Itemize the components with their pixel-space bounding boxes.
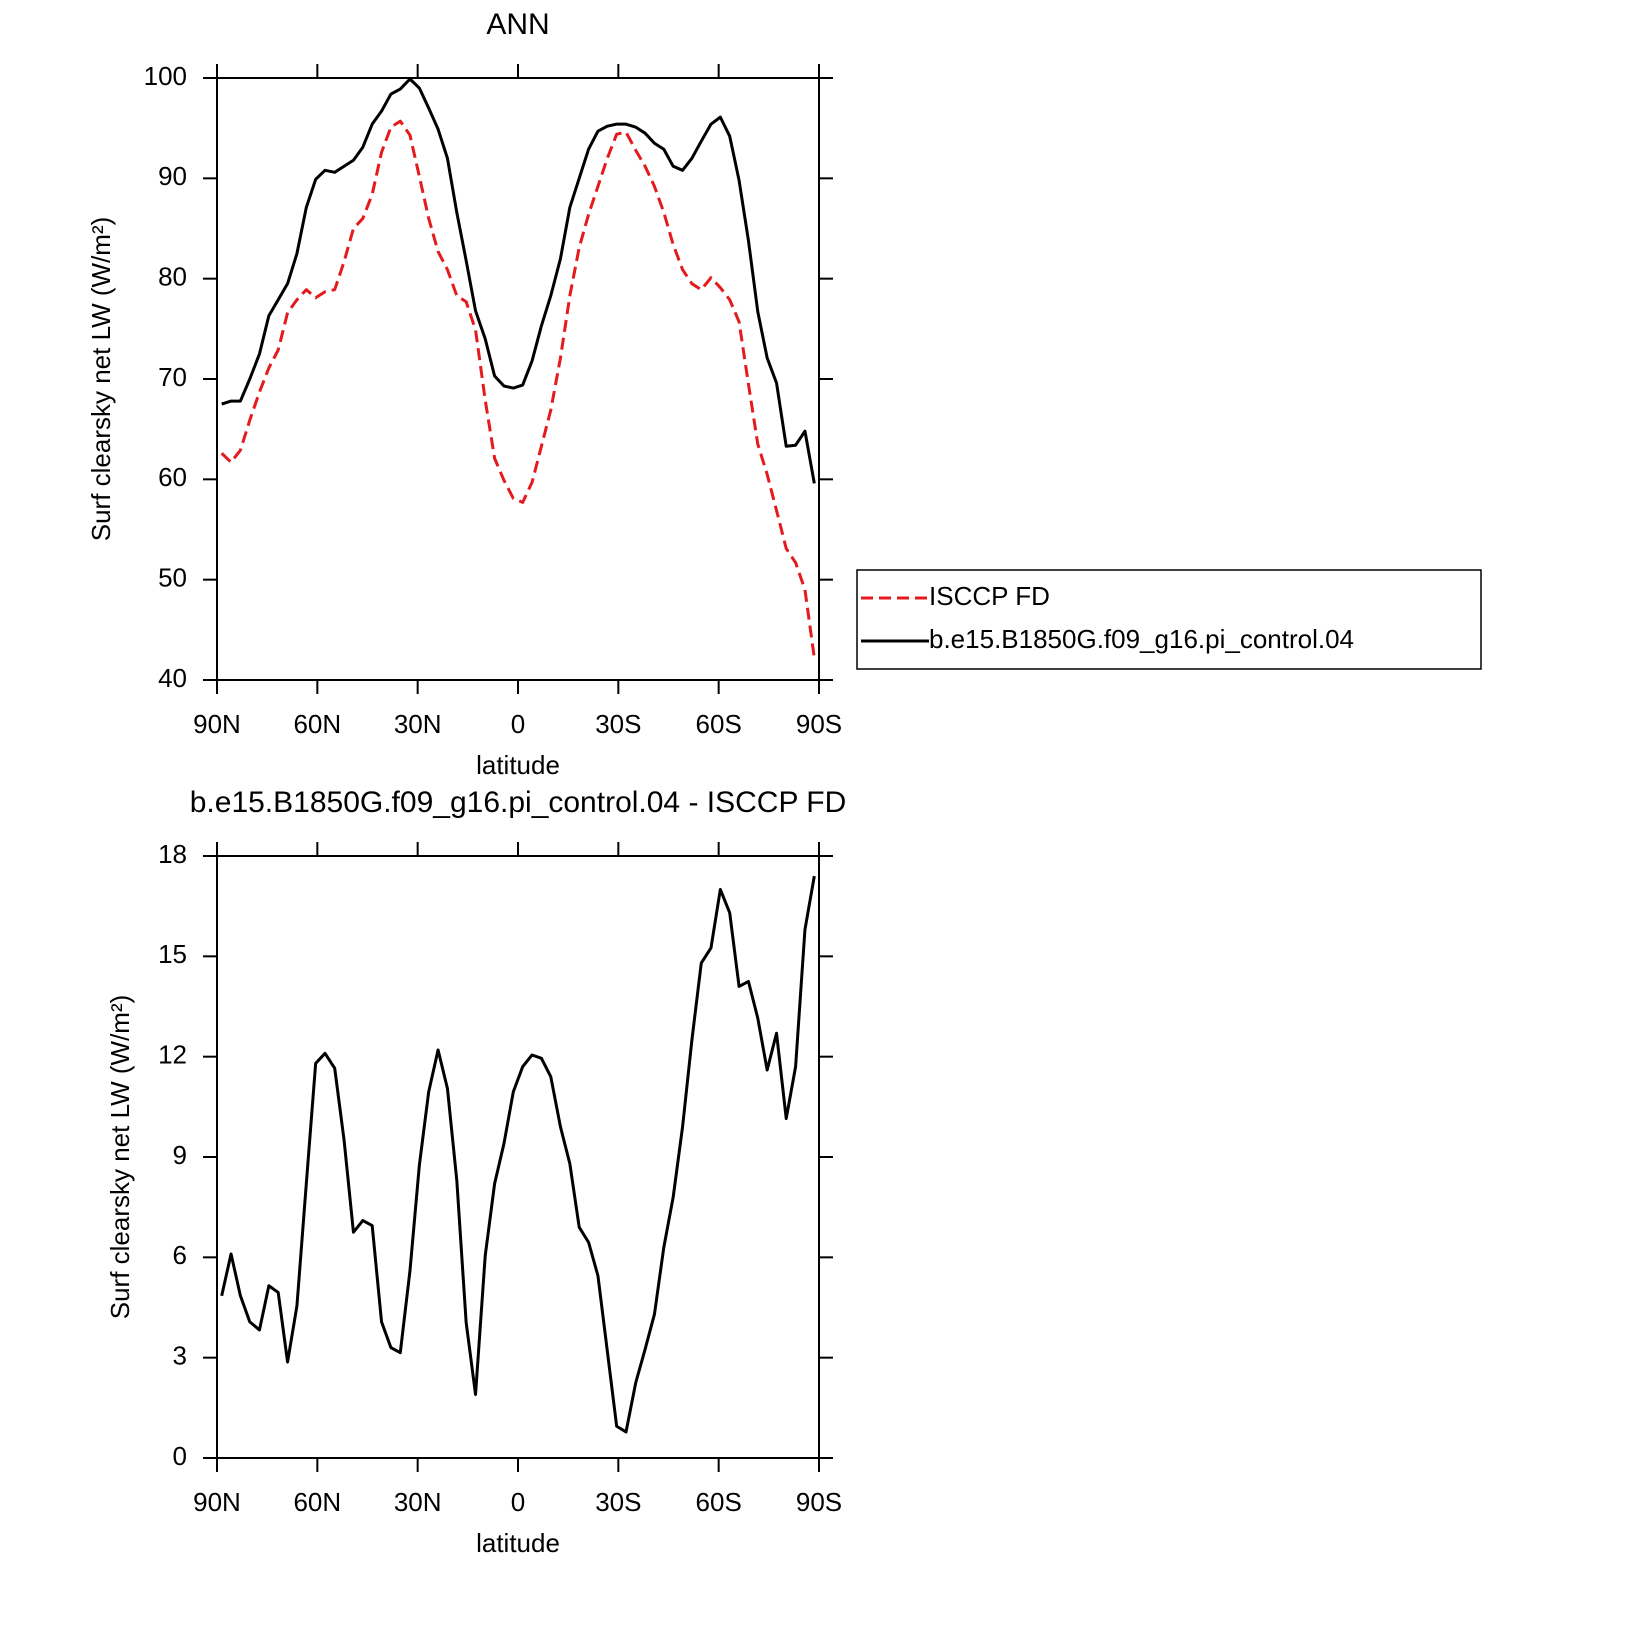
x-tick-label: 30N xyxy=(394,709,442,739)
x-tick-label: 30S xyxy=(595,1487,641,1517)
y-tick-label: 6 xyxy=(173,1240,187,1270)
x-axis-label: latitude xyxy=(476,750,560,780)
x-tick-label: 90S xyxy=(796,1487,842,1517)
y-tick-label: 70 xyxy=(158,362,187,392)
y-tick-label: 0 xyxy=(173,1441,187,1471)
data-line xyxy=(221,77,816,484)
x-tick-label: 90N xyxy=(193,709,241,739)
y-tick-label: 80 xyxy=(158,262,187,292)
y-tick-label: 90 xyxy=(158,161,187,191)
legend-label: ISCCP FD xyxy=(929,581,1050,611)
y-tick-label: 3 xyxy=(173,1341,187,1371)
y-axis-label: Surf clearsky net LW (W/m²) xyxy=(86,217,116,542)
x-tick-label: 0 xyxy=(511,709,525,739)
y-tick-label: 60 xyxy=(158,462,187,492)
x-tick-label: 90N xyxy=(193,1487,241,1517)
data-line xyxy=(220,875,816,1434)
chart-title: b.e15.B1850G.f09_g16.pi_control.04 - ISC… xyxy=(190,786,847,819)
x-tick-label: 30N xyxy=(394,1487,442,1517)
legend: ISCCP FD b.e15.B1850G.f09_g16.pi_control.… xyxy=(856,569,1482,670)
y-tick-label: 12 xyxy=(158,1040,187,1070)
x-tick-label: 0 xyxy=(511,1487,525,1517)
x-tick-label: 60N xyxy=(293,1487,341,1517)
y-tick-label: 50 xyxy=(158,563,187,593)
y-tick-label: 40 xyxy=(158,663,187,693)
x-tick-label: 60S xyxy=(696,709,742,739)
y-tick-label: 100 xyxy=(144,61,187,91)
data-line xyxy=(220,119,816,659)
y-axis-label: Surf clearsky net LW (W/m²) xyxy=(105,995,135,1320)
x-tick-label: 30S xyxy=(595,709,641,739)
plot-frame xyxy=(216,77,820,681)
y-tick-label: 18 xyxy=(158,839,187,869)
x-tick-label: 60S xyxy=(696,1487,742,1517)
x-tick-label: 60N xyxy=(293,709,341,739)
legend-box xyxy=(856,569,1482,670)
y-tick-label: 15 xyxy=(158,939,187,969)
x-axis-label: latitude xyxy=(476,1528,560,1558)
legend-label: b.e15.B1850G.f09_g16.pi_control.04 xyxy=(929,624,1354,654)
x-tick-label: 90S xyxy=(796,709,842,739)
y-tick-label: 9 xyxy=(173,1140,187,1170)
chart-title: ANN xyxy=(486,8,549,41)
